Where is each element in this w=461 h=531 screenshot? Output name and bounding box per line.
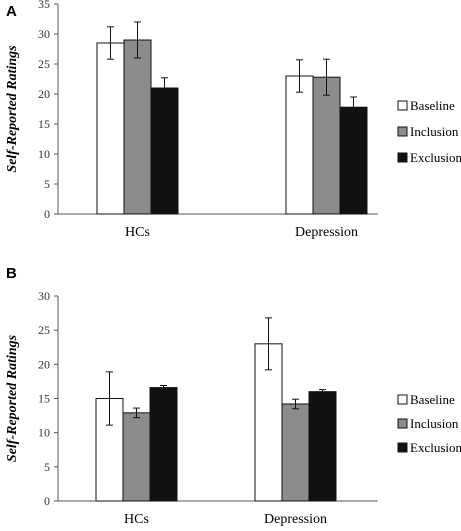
bar-exclusion [150,87,179,215]
legend-swatch [397,418,408,429]
bar-exclusion [308,391,337,502]
y-tick-label: 25 [38,323,50,337]
y-tick-label: 35 [38,0,50,11]
legend-label: Baseline [410,392,455,407]
bar-inclusion [281,403,310,502]
y-axis-label: Self-Reported Ratings [5,334,20,462]
y-tick-label: 25 [38,57,50,71]
y-tick-label: 10 [38,426,50,440]
category-label: HCs [124,512,149,527]
panel-letter: B [6,265,17,282]
bar-inclusion [312,76,341,215]
legend-swatch [397,100,408,111]
chart-panel-b: B 0 5 10 15 20 25 30 Self-Reported Ratings HCs Dep… [5,265,461,527]
legend-swatch [397,394,408,405]
legend-label: Exclusion [410,440,461,455]
chart-panel-a: A 0 5 10 15 20 25 30 35 Self-Reported Ratings HCs D… [5,0,461,240]
legend-swatch [397,126,408,137]
y-tick-label: 0 [44,494,50,508]
bar-inclusion [123,39,152,215]
legend-label: Exclusion [410,150,461,165]
legend-label: Baseline [410,98,455,113]
y-tick-label: 15 [38,392,50,406]
legend-label: Inclusion [410,416,459,431]
legend-swatch [397,442,408,453]
y-tick-label: 10 [38,147,50,161]
y-tick-label: 20 [38,87,50,101]
category-label: HCs [125,225,150,240]
y-tick-label: 30 [38,27,50,41]
y-tick-label: 15 [38,117,50,131]
bar-inclusion [122,412,151,502]
y-tick-label: 0 [44,207,50,221]
panel-letter: A [6,3,17,20]
y-tick-label: 30 [38,289,50,303]
y-axis-label: Self-Reported Ratings [5,45,20,173]
y-tick-label: 20 [38,357,50,371]
category-label: Depression [264,512,327,527]
bar-baseline [285,75,314,215]
legend-swatch [397,152,408,163]
bar-exclusion [149,387,178,502]
category-label: Depression [295,225,358,240]
y-tick-label: 5 [44,460,50,474]
legend-label: Inclusion [410,124,459,139]
bar-exclusion [339,106,368,215]
bar-baseline [96,42,125,215]
y-tick-label: 5 [44,177,50,191]
